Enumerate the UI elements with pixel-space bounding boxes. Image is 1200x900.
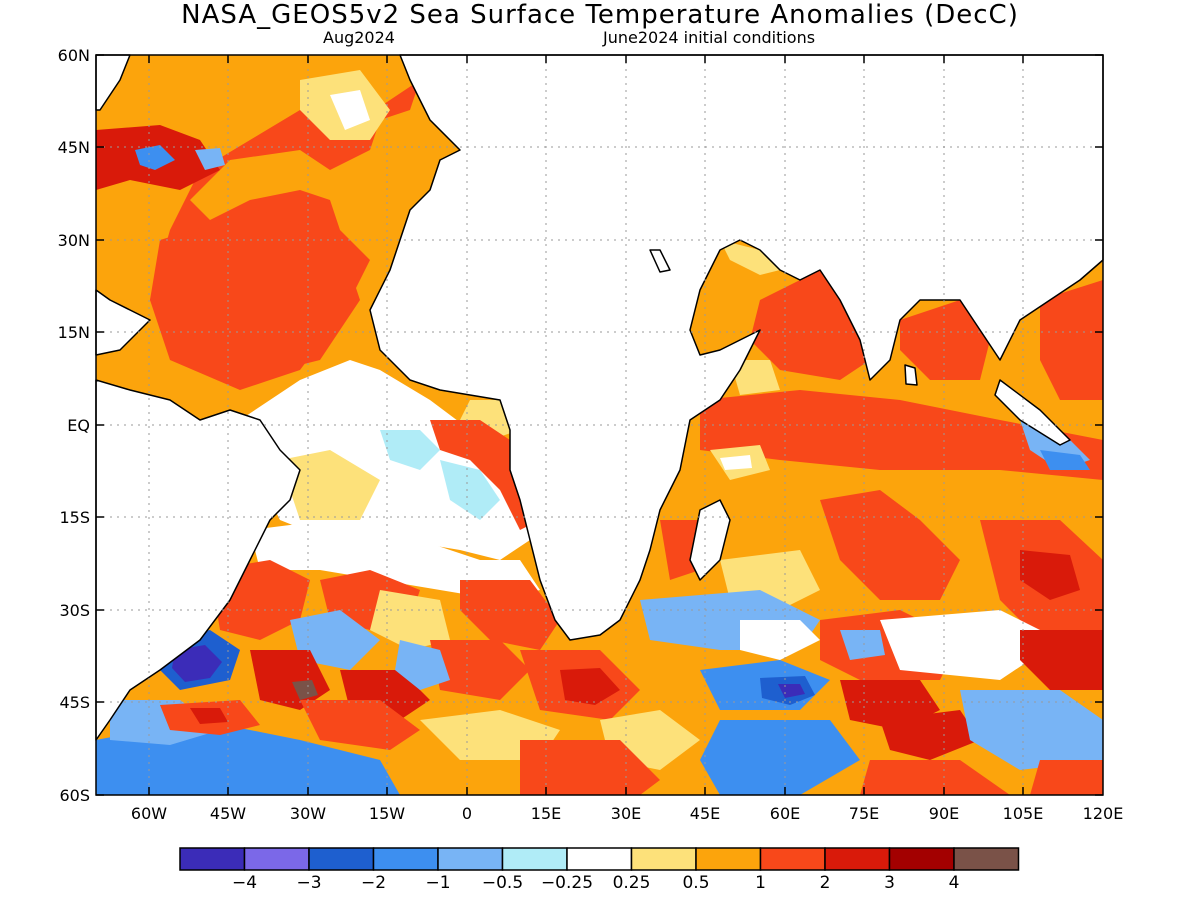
land-south-america xyxy=(95,379,301,741)
anomaly-region-si-blue-2 xyxy=(700,720,860,795)
lat-label-15n: 15N xyxy=(58,323,90,342)
anomaly-region-bengal-warm xyxy=(900,300,990,380)
colorbar-label-3: −1 xyxy=(425,873,450,893)
anomaly-region-java-blue xyxy=(1040,450,1090,470)
colorbar-swatch-5 xyxy=(501,847,568,871)
anomaly-region-persian-gulf xyxy=(720,240,780,275)
lon-label-15w: 15W xyxy=(369,804,405,823)
colorbar-label-6: 0.25 xyxy=(613,873,651,893)
anomaly-region-eq-indian-warm xyxy=(700,390,1103,480)
anomaly-region-brazil-strong xyxy=(172,645,222,682)
lon-label-120e: 120E xyxy=(1083,804,1124,823)
initial-conditions-label: June2024 initial conditions xyxy=(603,28,816,47)
anomaly-region-si-light xyxy=(960,690,1103,770)
colorbar-label-5: −0.25 xyxy=(541,873,593,893)
anomaly-region-si-warm-s2 xyxy=(1030,760,1103,795)
land-europe-africa-asia xyxy=(369,54,1104,641)
lat-label-30s: 30S xyxy=(59,601,90,620)
anomaly-region-satl-red-3 xyxy=(430,640,530,700)
anomaly-region-si-warm-s xyxy=(860,760,1010,795)
colorbar-label-7: 0.5 xyxy=(682,873,709,893)
lat-label-60n: 60N xyxy=(58,46,90,65)
lat-label-eq: EQ xyxy=(67,416,90,435)
colorbar-swatch-8 xyxy=(695,847,762,871)
land-sri-lanka xyxy=(904,364,918,386)
colorbar-label-1: −3 xyxy=(296,873,321,893)
colorbar-label-8: 1 xyxy=(755,873,766,893)
anomaly-region-si-red xyxy=(1020,630,1103,690)
anomaly-region-natl-cool-2 xyxy=(330,90,370,130)
anomaly-region-si-strong xyxy=(778,684,805,698)
lon-label-15e: 15E xyxy=(531,804,561,823)
lat-label-60s: 60S xyxy=(59,786,90,805)
colorbar-swatch-2 xyxy=(308,847,375,871)
anomaly-region-tatl-cool xyxy=(380,430,440,470)
anomaly-region-satl-red-south xyxy=(190,708,228,724)
colorbar-label-9: 2 xyxy=(820,873,831,893)
colorbar-swatch-12 xyxy=(953,847,1020,871)
anomaly-region-satl-warm-south4 xyxy=(520,740,660,795)
colorbar-swatch-0 xyxy=(179,847,246,871)
lon-label-30e: 30E xyxy=(611,804,641,823)
anomaly-region-scs xyxy=(1040,280,1103,400)
anomaly-region-satl-cool-2 xyxy=(395,640,450,690)
lat-label-45s: 45S xyxy=(59,693,90,712)
anomaly-region-satl-warm-3 xyxy=(460,580,560,650)
colorbar-label-4: −0.5 xyxy=(482,873,523,893)
colorbar-label-11: 4 xyxy=(949,873,960,893)
latitude-labels: 60N 45N 30N 15N EQ 15S 30S 45S 60S xyxy=(58,46,90,805)
lat-label-30n: 30N xyxy=(58,231,90,250)
axis-ticks xyxy=(96,54,1103,796)
anomaly-region-si-white-2 xyxy=(880,610,1060,680)
land-sumatra xyxy=(994,379,1071,446)
longitude-labels: 60W 45W 30W 15W 0 15E 30E 45E 60E 75E 90… xyxy=(131,804,1123,823)
colorbar-label-2: −2 xyxy=(361,873,386,893)
colorbar-swatch-1 xyxy=(243,847,310,871)
colorbar-legend: −4 −3 −2 −1 −0.5 −0.25 0.25 0.5 1 2 3 4 xyxy=(179,847,1020,893)
anomaly-region-satl-red-south3 xyxy=(560,668,620,705)
colorbar-label-10: 3 xyxy=(884,873,895,893)
colorbar-label-0: −4 xyxy=(232,873,257,893)
forecast-month-label: Aug2024 xyxy=(323,28,395,47)
lon-label-60e: 60E xyxy=(770,804,800,823)
anomaly-region-sindian-warm xyxy=(820,490,960,600)
map-title: NASA_GEOS5v2 Sea Surface Temperature Ano… xyxy=(181,0,1019,30)
colorbar-swatch-4 xyxy=(437,847,504,871)
anomaly-region-satl-warm-south2 xyxy=(300,700,420,750)
colorbar-swatch-3 xyxy=(372,847,439,871)
anomaly-region-si-white xyxy=(740,620,820,660)
anomaly-region-natl-west-cool-2 xyxy=(195,148,225,170)
lat-lon-grid xyxy=(96,55,1103,795)
lat-label-45n: 45N xyxy=(58,138,90,157)
lon-label-90e: 90E xyxy=(929,804,959,823)
anomaly-region-nw-indian-yellow xyxy=(730,360,780,395)
colorbar-swatch-9 xyxy=(759,847,826,871)
anomaly-region-madagascar-warm xyxy=(660,520,700,580)
lon-label-60w: 60W xyxy=(131,804,167,823)
anomaly-region-si-red-3 xyxy=(880,710,980,760)
anomaly-region-satl-hot xyxy=(292,680,318,700)
land-madagascar xyxy=(689,499,731,581)
lon-label-45w: 45W xyxy=(210,804,246,823)
anomaly-region-tatl-cool-2 xyxy=(440,460,500,520)
anomaly-region-si-cool-2 xyxy=(840,630,885,660)
lon-label-105e: 105E xyxy=(1003,804,1044,823)
colorbar-swatch-11 xyxy=(888,847,955,871)
lat-label-15s: 15S xyxy=(59,508,90,527)
lon-label-45e: 45E xyxy=(690,804,720,823)
lon-label-30w: 30W xyxy=(290,804,326,823)
land-mideast-small xyxy=(649,249,671,273)
lon-label-75e: 75E xyxy=(849,804,879,823)
colorbar-swatch-7 xyxy=(630,847,697,871)
anomaly-region-natl-west-cool xyxy=(135,145,175,170)
land-masses xyxy=(95,54,1104,741)
anomaly-region-tatl-yellow xyxy=(280,450,380,520)
anomaly-region-satl-yellow xyxy=(370,590,450,650)
anomaly-region-eq-indian-white xyxy=(720,455,752,470)
colorbar-swatch-6 xyxy=(566,847,633,871)
anomaly-region-sindian-red xyxy=(1020,550,1080,600)
lon-label-0: 0 xyxy=(462,804,472,823)
colorbar-swatch-10 xyxy=(824,847,891,871)
